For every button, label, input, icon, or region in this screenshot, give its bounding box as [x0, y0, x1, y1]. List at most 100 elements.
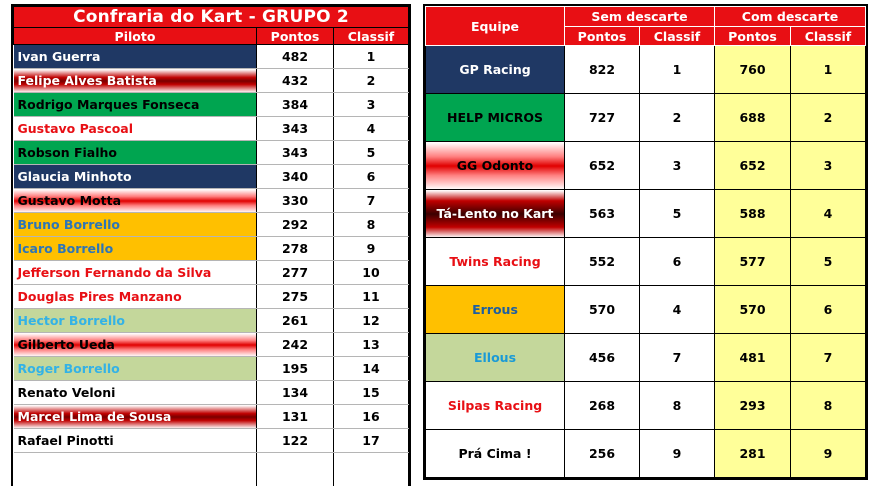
driver-rank: 6: [334, 165, 409, 189]
team-points-com: 760: [715, 46, 791, 94]
driver-points: 343: [257, 141, 334, 165]
team-rank-com: 1: [791, 46, 866, 94]
driver-name: Robson Fialho: [14, 141, 257, 165]
team-points-sem: 456: [565, 334, 640, 382]
header-pontos: Pontos: [257, 28, 334, 45]
team-points-com: 688: [715, 94, 791, 142]
team-points-com: 588: [715, 190, 791, 238]
team-points-sem: 552: [565, 238, 640, 286]
driver-points: 278: [257, 237, 334, 261]
team-rank-com: 2: [791, 94, 866, 142]
driver-name: Gustavo Pascoal: [14, 117, 257, 141]
driver-name: Renato Veloni: [14, 381, 257, 405]
driver-name: Ivan Guerra: [14, 45, 257, 69]
team-name: Silpas Racing: [426, 382, 565, 430]
driver-rank: 15: [334, 381, 409, 405]
team-points-sem: 268: [565, 382, 640, 430]
driver-rank: 1: [334, 45, 409, 69]
driver-name: Roger Borrello: [14, 357, 257, 381]
team-points-sem: 256: [565, 430, 640, 478]
team-points-sem: 727: [565, 94, 640, 142]
team-rank-com: 6: [791, 286, 866, 334]
driver-points: 482: [257, 45, 334, 69]
driver-name: Gilberto Ueda: [14, 333, 257, 357]
driver-rank: 17: [334, 429, 409, 453]
team-rank-sem: 1: [640, 46, 715, 94]
driver-points: 340: [257, 165, 334, 189]
team-points-com: 652: [715, 142, 791, 190]
header-sem-pontos: Pontos: [565, 27, 640, 46]
driver-name: Icaro Borrello: [14, 237, 257, 261]
driver-points: 384: [257, 93, 334, 117]
driver-rank: 5: [334, 141, 409, 165]
driver-standings-table: Confraria do Kart - GRUPO 2 Piloto Ponto…: [13, 6, 409, 486]
driver-points: 195: [257, 357, 334, 381]
driver-name: Rodrigo Marques Fonseca: [14, 93, 257, 117]
driver-rank: 2: [334, 69, 409, 93]
driver-rank: 8: [334, 213, 409, 237]
header-equipe: Equipe: [426, 7, 565, 46]
team-points-sem: 570: [565, 286, 640, 334]
driver-points: 292: [257, 213, 334, 237]
standings-title: Confraria do Kart - GRUPO 2: [14, 7, 409, 28]
team-rank-sem: 9: [640, 430, 715, 478]
driver-points: 122: [257, 429, 334, 453]
driver-points: 261: [257, 309, 334, 333]
team-points-sem: 652: [565, 142, 640, 190]
header-sem-descarte: Sem descarte: [565, 7, 715, 27]
driver-points: 343: [257, 117, 334, 141]
team-name: Twins Racing: [426, 238, 565, 286]
team-points-com: 281: [715, 430, 791, 478]
header-sem-classif: Classif: [640, 27, 715, 46]
driver-name: Bruno Borrello: [14, 213, 257, 237]
team-name: GG Odonto: [426, 142, 565, 190]
team-points-com: 481: [715, 334, 791, 382]
driver-rank: 10: [334, 261, 409, 285]
driver-points: 432: [257, 69, 334, 93]
driver-rank: 7: [334, 189, 409, 213]
driver-points: 275: [257, 285, 334, 309]
team-points-com: 577: [715, 238, 791, 286]
driver-rank: 4: [334, 117, 409, 141]
header-com-descarte: Com descarte: [715, 7, 866, 27]
team-rank-com: 4: [791, 190, 866, 238]
team-rank-com: 5: [791, 238, 866, 286]
team-rank-com: 8: [791, 382, 866, 430]
team-points-com: 570: [715, 286, 791, 334]
team-rank-sem: 3: [640, 142, 715, 190]
driver-name: Marcel Lima de Sousa: [14, 405, 257, 429]
team-name: Tá-Lento no Kart: [426, 190, 565, 238]
team-rank-sem: 2: [640, 94, 715, 142]
driver-name: Gustavo Motta: [14, 189, 257, 213]
driver-rank: 11: [334, 285, 409, 309]
driver-rank: 13: [334, 333, 409, 357]
driver-rank: 14: [334, 357, 409, 381]
team-rank-com: 9: [791, 430, 866, 478]
header-com-classif: Classif: [791, 27, 866, 46]
team-rank-com: 3: [791, 142, 866, 190]
driver-name: Hector Borrello: [14, 309, 257, 333]
driver-points: 330: [257, 189, 334, 213]
header-piloto: Piloto: [14, 28, 257, 45]
driver-name: Douglas Pires Manzano: [14, 285, 257, 309]
empty-row: [14, 453, 409, 486]
team-name: HELP MICROS: [426, 94, 565, 142]
header-com-pontos: Pontos: [715, 27, 791, 46]
empty-cell: [14, 453, 257, 486]
